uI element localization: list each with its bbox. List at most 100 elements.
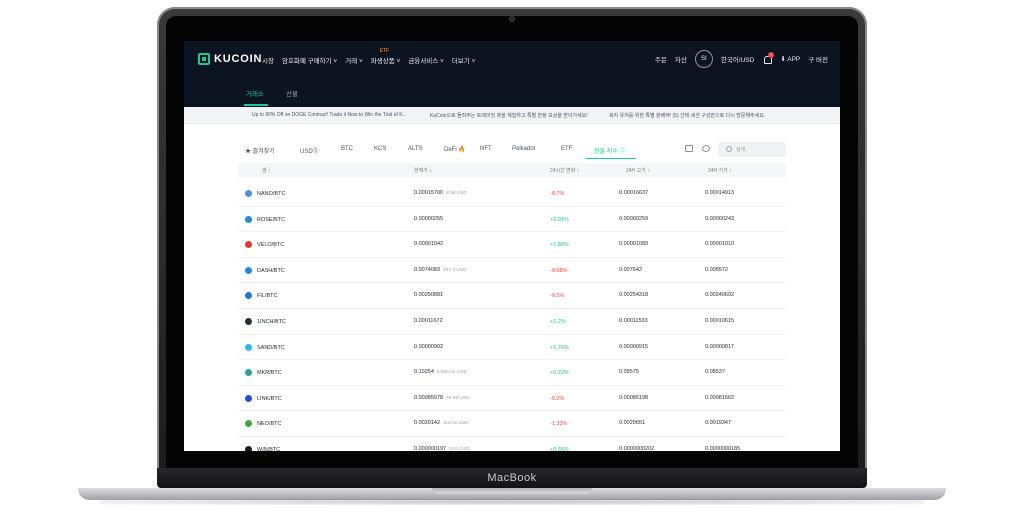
assets-link[interactable]: 자산 [674,57,687,64]
usd-equivalent: 5,855.44 USD [436,370,468,376]
tab-spot-index[interactable]: 현물 지수 ⓘ [594,149,626,155]
tab-btc[interactable]: BTC [341,146,353,152]
column-header-high[interactable]: 24H 거가 ↕ [708,168,732,174]
calendar-icon[interactable] [685,145,693,152]
bell-icon[interactable]: 1 [762,52,775,64]
nav-item-trade[interactable]: 거래 ˅ [345,58,363,65]
search-input[interactable]: 검색 [718,142,786,157]
last-price-value: 0.10254 [414,369,434,376]
orders-link[interactable]: 주문 [654,57,667,64]
table-row[interactable]: SAND/BTC 0.00000902 +1.76% 0.00000915 0.0000… [238,335,786,361]
low-24h: 0.0000000185 [705,446,741,451]
low-24h: 0.00010615 [705,318,735,324]
nav-item-finance[interactable]: 금융서비스 ˅ [408,58,444,65]
table-row[interactable]: DASH/BTC 0.0074083 437.3 USD -0.68% 0.007642… [238,258,786,284]
change-24h: +0.01% [550,216,569,223]
tab-alts[interactable]: ALTS [408,146,423,152]
tab-futures[interactable]: 선물 [286,91,298,98]
avatar[interactable]: SI [694,50,713,68]
low-24h: 0.00014913 [705,190,735,196]
coin-icon [245,190,252,197]
last-price: 0.0074083 437.3 USD [414,267,466,273]
laptop-base [78,488,946,500]
coin-icon [245,266,252,274]
last-price-value: 0.00015700 [414,190,444,196]
table-row[interactable]: FIL/BTC 0.00250881 -0.5% 0.00254318 0.002406… [238,283,786,309]
pair-name: 1INCH/BTC [257,319,287,325]
announcement-item[interactable]: KuCoin으로 돌려주는 트레이딩 봇을 체험하고 특별 한정 보상을 받아가… [430,113,588,119]
pair-name: NEO/BTC [257,421,282,428]
low-24h: 0.00000817 [705,343,735,350]
announcement-item[interactable]: Up to 90% Off on DOGE Contract! Trade it… [252,112,407,118]
laptop-notch [432,488,592,494]
settings-icon[interactable] [702,145,710,152]
high-24h: 0.0000000202 [619,446,655,451]
table-row[interactable]: WIN/BTC 0.000000197 0.01 USD +0.55% 0.000000… [238,437,786,451]
pair-name: SAND/BTC [257,344,285,351]
camera-icon [509,16,515,22]
active-market-tab-indicator [586,158,636,159]
tab-usds[interactable]: USDⓈ [300,149,319,155]
announcement-item[interactable]: 복지 유저를 위한 특별 분배액! (5) 선택 세션 구성만으로 다시 방문해… [609,113,766,119]
low-24h: 0.0019347 [705,420,731,427]
tab-polkadot[interactable]: Polkadot [512,146,536,152]
coin-icon [245,369,252,377]
last-price: 0.00000255 [414,216,443,222]
table-row[interactable]: VELO/BTC 0.00001042 +1.88% 0.00001083 0.0000… [238,232,786,258]
old-version-link[interactable]: 구 버전 [808,57,828,64]
coin-icon [245,420,252,428]
last-price: 0.00250881 [414,292,443,298]
kucoin-logo[interactable]: KUCOIN [198,53,262,65]
app-download-link[interactable]: ⬇ APP [780,56,801,63]
usd-equivalent: 116.01 USD [443,421,469,427]
last-price: 0.00000902 [414,344,443,350]
high-24h: 0.007642 [619,266,642,273]
column-header-low[interactable]: 24H 고가 ↕ [626,168,650,174]
tab-etf[interactable]: ETF [561,146,573,152]
table-row[interactable]: MKR/BTC 0.10254 5,855.44 USD +0.22% 0.09575 0… [238,360,786,386]
high-24h: 0.00000915 [619,343,649,350]
last-price: 0.00001042 [414,241,443,247]
column-header-change[interactable]: 24시간 변화 ↕ [550,168,580,174]
tab-defi[interactable]: DeFi 🔥 [444,147,466,153]
laptop-chin: MacBook [157,468,867,488]
high-24h: 0.0020651 [619,420,645,427]
coin-icon [245,215,252,223]
change-24h: +0.22% [550,370,569,377]
tab-kcs[interactable]: KCS [374,146,387,152]
low-24h: 0.005572 [705,266,728,273]
pair-name: LINK/BTC [257,395,282,402]
nav-item-market[interactable]: 시장 [262,58,274,65]
last-price-value: 0.0074083 [414,266,440,273]
nav-item-derivatives[interactable]: ETF 파생상품 ˅ [371,48,401,65]
table-row[interactable]: 1INCH/BTC 0.00011672 +1.2% 0.00011533 0.0001… [238,309,786,335]
pair-name: VELO/BTC [257,242,285,249]
column-header-pair[interactable]: 쌍 ↕ [262,168,271,174]
last-price: 0.00015700 8.56 USD [414,190,467,196]
screen: KUCOIN 시장 암호화폐 구매하기 ˅ 거래 ˅ ETF 파생상품 ˅ 금융… [184,41,840,451]
nav-item-more[interactable]: 더보기 ˅ [451,58,476,65]
language-currency-selector[interactable]: 한국어/USD [720,57,755,64]
top-navbar: KUCOIN 시장 암호화폐 구매하기 ˅ 거래 ˅ ETF 파생상품 ˅ 금융… [184,41,840,79]
high-24h: 0.00001083 [619,241,649,248]
low-24h: 0.00000243 [705,215,735,222]
pair-name: FIL/BTC [257,293,278,300]
user-nav: 주문 자산 SI 한국어/USD 1 ⬇ APP 구 버전 [655,50,828,68]
nav-item-buy-crypto[interactable]: 암호화폐 구매하기 ˅ [281,58,338,65]
tab-favorites[interactable]: ★ 즐겨찾기 [245,149,275,155]
pair-name: WIN/BTC [257,447,281,451]
table-row[interactable]: NEO/BTC 0.0020142 116.01 USD -1.33% 0.002065… [238,411,786,437]
table-row[interactable]: LINK/BTC 0.00085978 49.69 USD -0.2% 0.000861… [238,386,786,412]
last-price: 0.0020142 116.01 USD [414,420,469,426]
tab-nft[interactable]: NFT [480,146,492,152]
coin-icon [245,343,252,351]
table-row[interactable]: ROSE/BTC 0.00000255 +0.01% 0.00000259 0.0000… [238,207,786,233]
logo-text: KUCOIN [214,53,263,65]
usd-equivalent: 49.69 USD [446,395,470,401]
kucoin-logo-icon [198,53,210,65]
tab-spot[interactable]: 거래소 [246,91,264,98]
table-row[interactable]: NANO/BTC 0.00015700 8.56 USD -0.7% 0.0001663… [238,181,786,207]
column-header-price[interactable]: 현재가 ↕ [414,168,432,174]
high-24h: 0.00254318 [619,292,649,299]
